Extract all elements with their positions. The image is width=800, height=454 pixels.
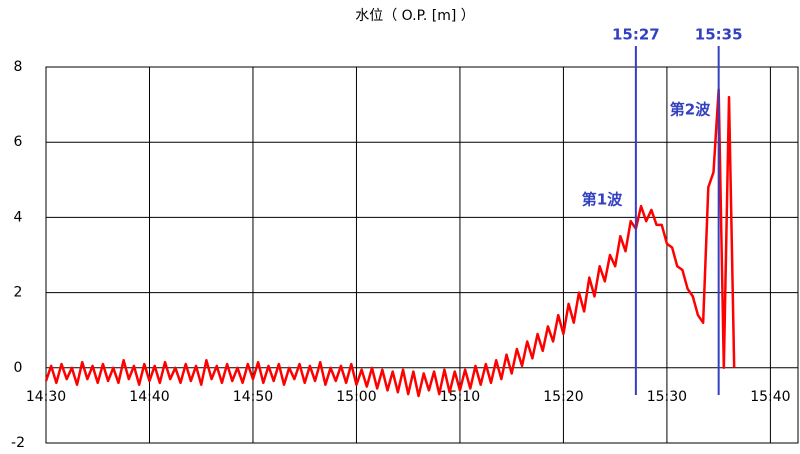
y-tick-label: 8 (14, 59, 23, 75)
wave-label: 第2波 (670, 101, 711, 119)
x-tick-label: 15:40 (750, 389, 790, 405)
plot-frame (45, 66, 799, 444)
series-line (44, 88, 736, 398)
event-label: 15:35 (695, 26, 743, 44)
y-tick-label: 2 (14, 285, 23, 301)
y-tick-label: 0 (14, 360, 23, 376)
x-tick-label: 14:40 (129, 389, 169, 405)
y-tick-label: 6 (14, 134, 23, 150)
x-tick-label: 15:30 (647, 389, 687, 405)
y-tick-label: -2 (11, 435, 25, 451)
x-tick-label: 15:20 (543, 389, 583, 405)
x-tick-label: 14:50 (233, 389, 273, 405)
y-tick-label: 4 (14, 209, 23, 225)
x-tick-label: 14:30 (26, 389, 66, 405)
chart-title: 水位（ O.P. [m] ） (355, 8, 475, 24)
wave-label: 第1波 (582, 191, 623, 209)
event-label: 15:27 (612, 26, 660, 44)
x-tick-label: 15:00 (336, 389, 376, 405)
